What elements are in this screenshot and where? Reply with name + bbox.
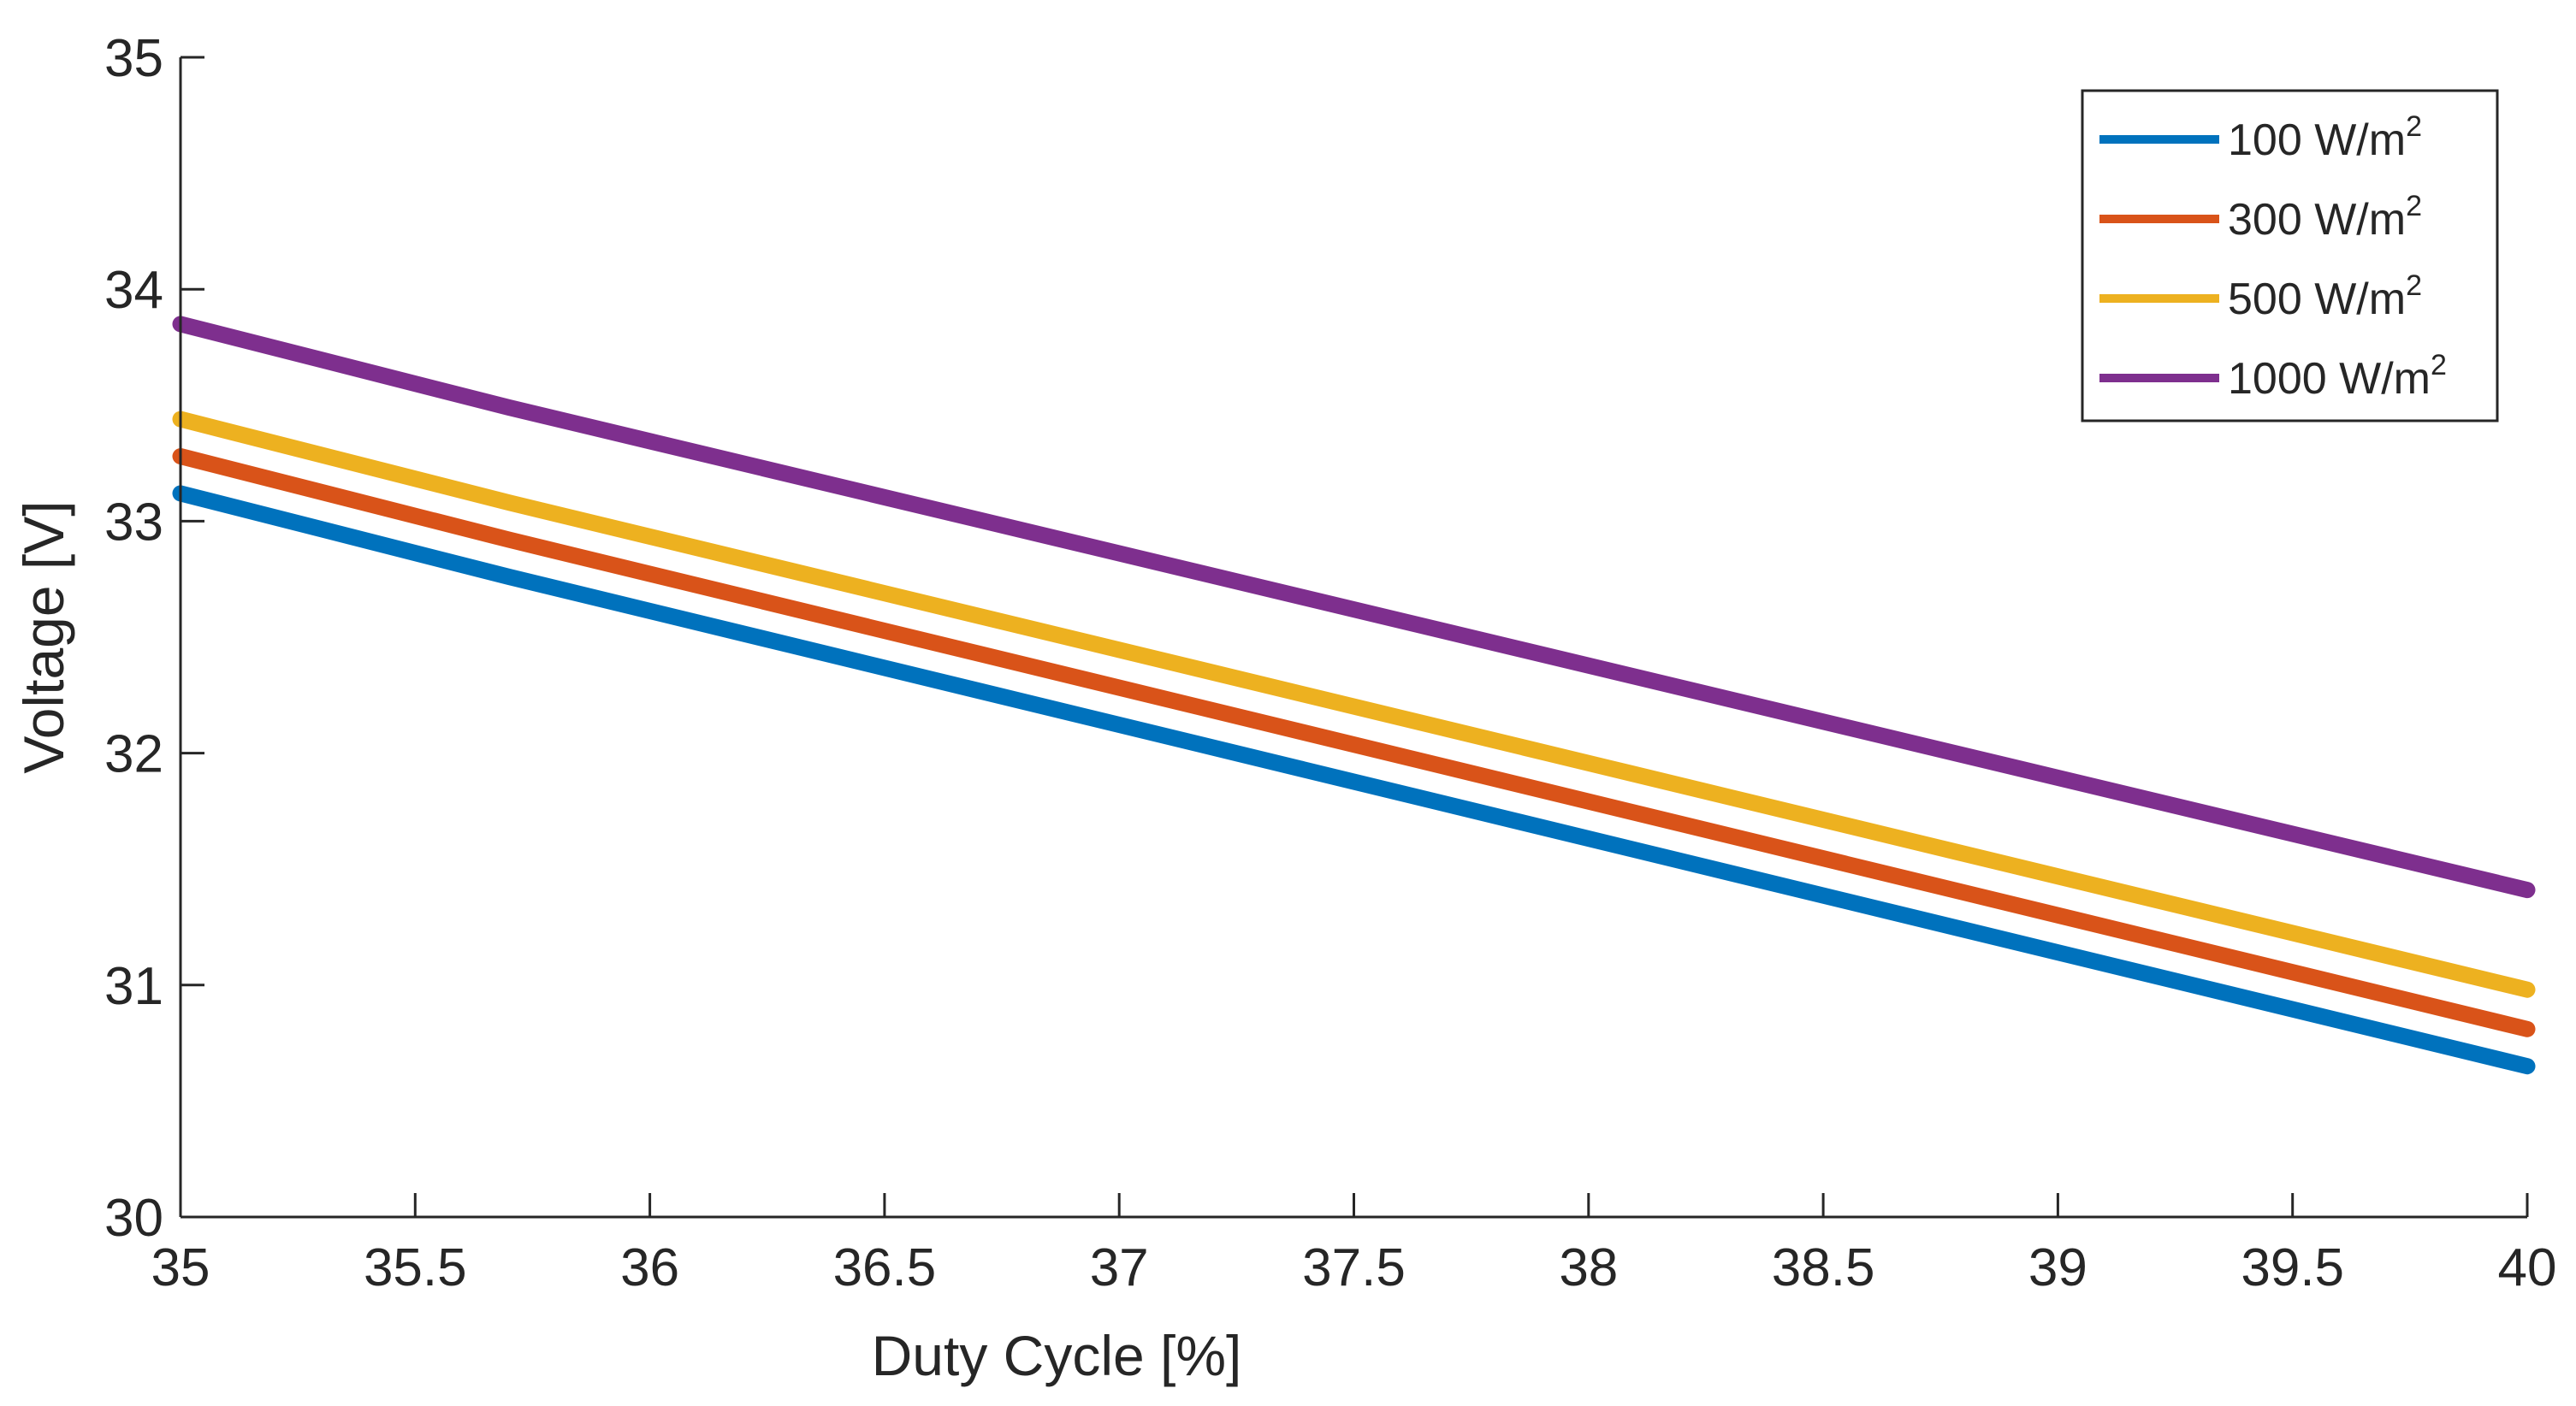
- ticks: 35 35.5 36 36.5 37 37.5 38 38.5 39 39.5 40 30 31 32 33…: [104, 29, 2556, 1297]
- x-tick-label: 36: [620, 1238, 679, 1297]
- x-tick-label: 35: [151, 1238, 210, 1297]
- series-line-3: [172, 411, 2536, 998]
- x-tick-label: 37.5: [1302, 1238, 1406, 1297]
- x-axis-label: Duty Cycle [%]: [872, 1324, 1242, 1387]
- legend: 100 W/m2 300 W/m2 500 W/m2 1000 W/m2: [2081, 89, 2499, 422]
- x-tick-label: 39: [2028, 1238, 2087, 1297]
- x-tick-label: 38: [1559, 1238, 1618, 1297]
- legend-label-2: 300 W/m2: [2228, 190, 2422, 245]
- y-axis-label: Voltage [V]: [12, 500, 75, 773]
- y-tick-label: 30: [104, 1189, 163, 1248]
- y-tick-label: 35: [104, 29, 163, 88]
- legend-label-3: 500 W/m2: [2228, 269, 2422, 324]
- series-line-2: [172, 448, 2536, 1037]
- y-tick-label: 33: [104, 493, 163, 552]
- y-tick-label: 34: [104, 261, 163, 320]
- legend-label-1: 100 W/m2: [2228, 110, 2422, 165]
- series-line-1: [172, 485, 2536, 1075]
- x-tick-label: 36.5: [833, 1238, 937, 1297]
- y-tick-label: 32: [104, 725, 163, 784]
- legend-box: [2081, 89, 2499, 422]
- x-tick-label: 40: [2498, 1238, 2557, 1297]
- legend-label-4: 1000 W/m2: [2228, 349, 2447, 404]
- x-tick-label: 37: [1090, 1238, 1149, 1297]
- x-tick-label: 39.5: [2241, 1238, 2344, 1297]
- x-tick-label: 38.5: [1772, 1238, 1875, 1297]
- y-tick-label: 31: [104, 957, 163, 1016]
- plot-lines: [172, 316, 2536, 1075]
- x-tick-label: 35.5: [364, 1238, 467, 1297]
- series-line-4: [172, 316, 2536, 899]
